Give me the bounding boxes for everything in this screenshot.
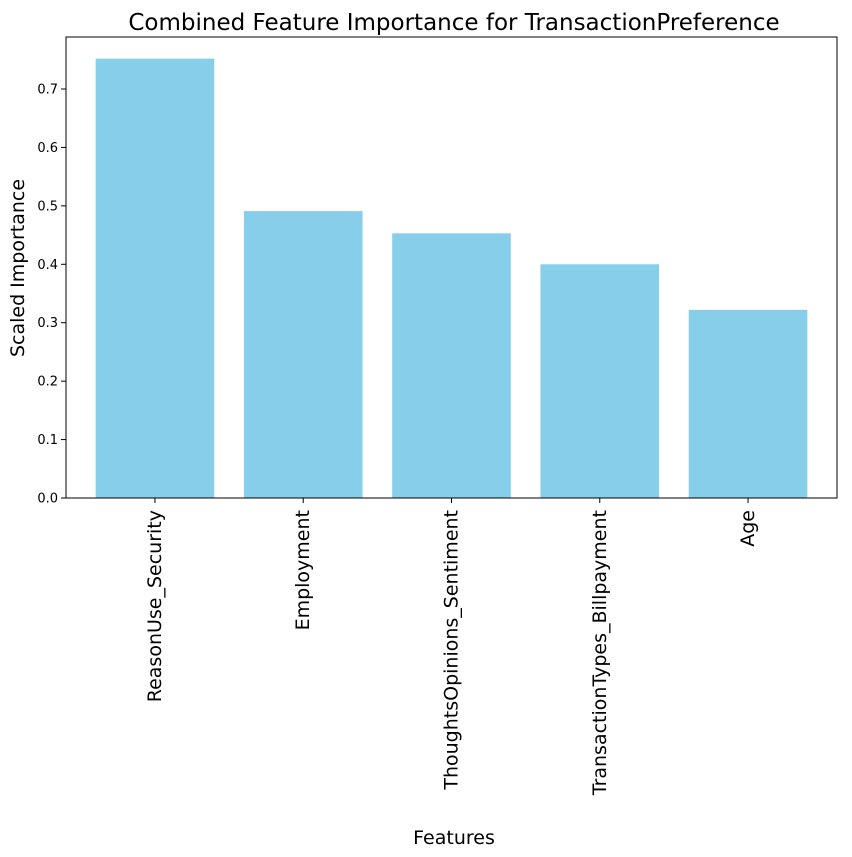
- bar-employment: [243, 211, 363, 498]
- y-tick-label: 0.6: [37, 141, 58, 156]
- x-tick-label: Age: [737, 510, 759, 547]
- plot-frame: [65, 36, 838, 499]
- y-axis: 0.0 0.1 0.2 0.3 0.4 0.5 0.6 0.7: [37, 83, 66, 507]
- bar-reasonuse-security: [95, 58, 215, 499]
- x-axis-label: Features: [413, 827, 495, 849]
- y-tick-label: 0.7: [37, 83, 58, 98]
- y-tick-label: 0.5: [37, 199, 58, 214]
- y-tick-label: 0.4: [37, 258, 58, 273]
- bar-transactiontypes-billpayment: [540, 264, 660, 498]
- x-tick-label: ThoughtsOpinions_Sentiment: [441, 510, 463, 791]
- x-tick-label: TransactionTypes_Billpayment: [589, 510, 611, 796]
- x-axis: ReasonUse_Security Employment ThoughtsOpin…: [144, 498, 759, 796]
- x-tick-label: Employment: [292, 510, 314, 630]
- bar-thoughtsopinions-sentiment: [392, 233, 511, 498]
- y-tick-label: 0.2: [37, 375, 58, 390]
- x-tick-label: ReasonUse_Security: [144, 510, 166, 702]
- bars: [95, 58, 808, 499]
- y-tick-label: 0.0: [37, 492, 58, 507]
- y-tick-label: 0.3: [37, 316, 58, 331]
- chart-title: Combined Feature Importance for Transact…: [128, 10, 779, 36]
- bar-age: [688, 309, 808, 498]
- y-tick-label: 0.1: [37, 433, 58, 448]
- y-axis-label: Scaled Importance: [7, 179, 29, 357]
